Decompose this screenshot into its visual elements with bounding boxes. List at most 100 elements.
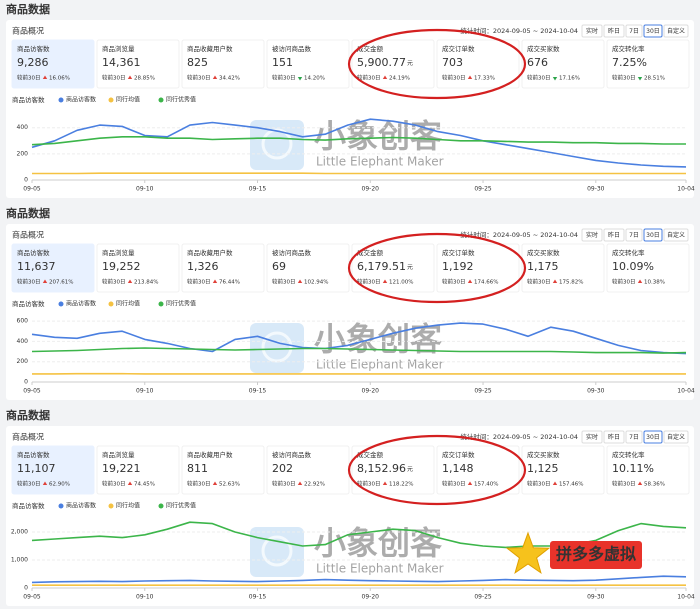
range-button-label[interactable]: 实时: [586, 27, 598, 35]
legend-label[interactable]: 同行优秀值: [166, 300, 196, 308]
range-button[interactable]: [581, 430, 603, 444]
metric-value: 11,637: [17, 260, 56, 273]
compare-label: 较前30日: [527, 480, 551, 488]
range-button-label[interactable]: 自定义: [667, 231, 685, 239]
metric-card[interactable]: [606, 243, 690, 293]
range-button-label[interactable]: 7日: [629, 232, 639, 239]
range-button-label[interactable]: 30日: [646, 232, 660, 239]
metric-card[interactable]: [351, 445, 435, 495]
metric-card[interactable]: [181, 39, 265, 89]
range-button-label[interactable]: 自定义: [667, 433, 685, 441]
range-button-label[interactable]: 7日: [629, 434, 639, 441]
metric-value: 8,152.96元: [357, 462, 413, 475]
metric-card[interactable]: [11, 39, 95, 89]
metric-label: 商品浏览量: [102, 44, 135, 53]
metric-value-number: 69: [272, 260, 286, 273]
legend-label[interactable]: 商品访客数: [66, 502, 96, 510]
x-tick-label: 09-25: [474, 594, 492, 601]
metric-label: 被访问商品数: [272, 248, 312, 257]
metric-label: 被访问商品数: [272, 44, 312, 53]
range-button-label[interactable]: 30日: [646, 28, 660, 35]
metric-card[interactable]: [521, 243, 605, 293]
metric-card[interactable]: [436, 445, 520, 495]
change-value: 174.66%: [474, 280, 498, 286]
legend-label[interactable]: 商品访客数: [66, 300, 96, 308]
metric-value-number: 7.25%: [612, 56, 647, 69]
y-tick-label: 200: [17, 150, 29, 157]
metric-card[interactable]: [96, 39, 180, 89]
range-button[interactable]: [603, 24, 625, 38]
range-button-label[interactable]: 30日: [646, 434, 660, 441]
metric-label: 商品收藏用户数: [187, 44, 233, 53]
range-button[interactable]: [663, 430, 689, 444]
metric-card[interactable]: [181, 445, 265, 495]
range-button[interactable]: [603, 430, 625, 444]
range-button[interactable]: [625, 24, 643, 38]
change-value: 157.46%: [559, 482, 583, 488]
series-line: [31, 118, 687, 168]
metric-value-number: 825: [187, 56, 208, 69]
metric-card[interactable]: [606, 39, 690, 89]
range-button-label[interactable]: 实时: [586, 433, 598, 441]
range-button[interactable]: [663, 24, 689, 38]
range-button-label[interactable]: 昨日: [608, 27, 620, 35]
metric-value: 6,179.51元: [357, 260, 413, 273]
metric-card[interactable]: [11, 445, 95, 495]
metric-card[interactable]: [11, 243, 95, 293]
metric-value: 19,221: [102, 462, 141, 475]
metric-label: 成交买家数: [527, 44, 560, 53]
metric-card[interactable]: [436, 243, 520, 293]
range-button-label[interactable]: 昨日: [608, 433, 620, 441]
legend-label[interactable]: 商品访客数: [66, 96, 96, 104]
x-tick-label: 09-10: [136, 594, 154, 601]
metric-unit: 元: [407, 264, 413, 271]
trend-arrow: [127, 75, 133, 79]
range-button[interactable]: [663, 228, 689, 242]
trend-arrow: [637, 481, 643, 485]
change-value: 62.90%: [49, 482, 70, 488]
metric-card[interactable]: [96, 445, 180, 495]
trend-arrow: [42, 75, 48, 79]
metric-card[interactable]: [521, 39, 605, 89]
range-button[interactable]: [625, 228, 643, 242]
legend-label[interactable]: 同行均值: [116, 96, 140, 104]
metric-value: 1,125: [527, 462, 559, 475]
range-button-label[interactable]: 昨日: [608, 231, 620, 239]
y-tick-label: 200: [17, 358, 29, 365]
range-button[interactable]: [603, 228, 625, 242]
range-button-label[interactable]: 实时: [586, 231, 598, 239]
metric-card[interactable]: [351, 39, 435, 89]
compare-label: 较前30日: [17, 480, 41, 488]
legend-label[interactable]: 同行均值: [116, 300, 140, 308]
change-value: 58.36%: [644, 482, 665, 488]
section-title: 商品数据: [6, 408, 50, 422]
range-button[interactable]: [581, 24, 603, 38]
change-value: 213.84%: [134, 280, 158, 286]
range-button[interactable]: [625, 430, 643, 444]
metric-card[interactable]: [351, 243, 435, 293]
legend-label[interactable]: 同行优秀值: [166, 96, 196, 104]
metric-label: 成交订单数: [442, 44, 475, 53]
metric-value-number: 1,125: [527, 462, 559, 475]
range-button[interactable]: [581, 228, 603, 242]
trend-arrow: [127, 481, 133, 485]
range-button[interactable]: [643, 228, 663, 242]
compare-label: 较前30日: [442, 74, 466, 82]
metric-card[interactable]: [181, 243, 265, 293]
compare-label: 较前30日: [102, 480, 126, 488]
metric-card[interactable]: [606, 445, 690, 495]
compare-label: 较前30日: [527, 74, 551, 82]
range-button-label[interactable]: 7日: [629, 28, 639, 35]
metric-card[interactable]: [436, 39, 520, 89]
metric-card[interactable]: [96, 243, 180, 293]
legend-label[interactable]: 同行均值: [116, 502, 140, 510]
metric-card[interactable]: [521, 445, 605, 495]
x-tick-label: 09-10: [136, 388, 154, 395]
legend-label[interactable]: 同行优秀值: [166, 502, 196, 510]
range-button-label[interactable]: 自定义: [667, 27, 685, 35]
metric-value: 1,192: [442, 260, 474, 273]
range-button[interactable]: [643, 430, 663, 444]
watermark-text: 小象创客: [314, 524, 442, 562]
range-button[interactable]: [643, 24, 663, 38]
